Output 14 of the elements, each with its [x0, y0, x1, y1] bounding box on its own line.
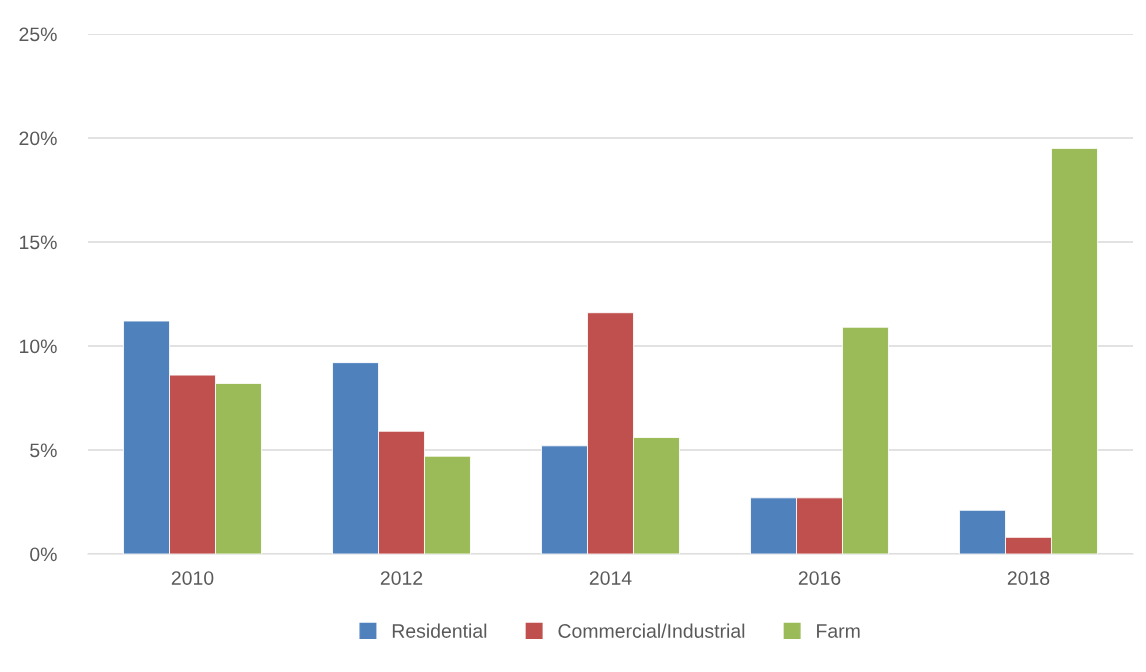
legend-label: Residential — [392, 623, 487, 638]
x-tick-label: 2010 — [171, 571, 214, 585]
y-tick-label: 5% — [30, 443, 57, 458]
x-tick-label: 2016 — [798, 571, 841, 585]
x-tick-label: 2012 — [380, 571, 423, 585]
legend-label: Commercial/Industrial — [558, 623, 745, 638]
y-tick-label: 10% — [20, 339, 57, 354]
legend-label: Farm — [817, 624, 860, 638]
y-tick-label: 0% — [30, 547, 57, 562]
y-tick-label: 20% — [19, 131, 57, 146]
x-tick-label: 2014 — [589, 571, 632, 585]
x-tick-label: 2018 — [1007, 571, 1050, 585]
y-tick-label: 25% — [19, 27, 57, 42]
y-tick-label: 15% — [20, 235, 57, 250]
